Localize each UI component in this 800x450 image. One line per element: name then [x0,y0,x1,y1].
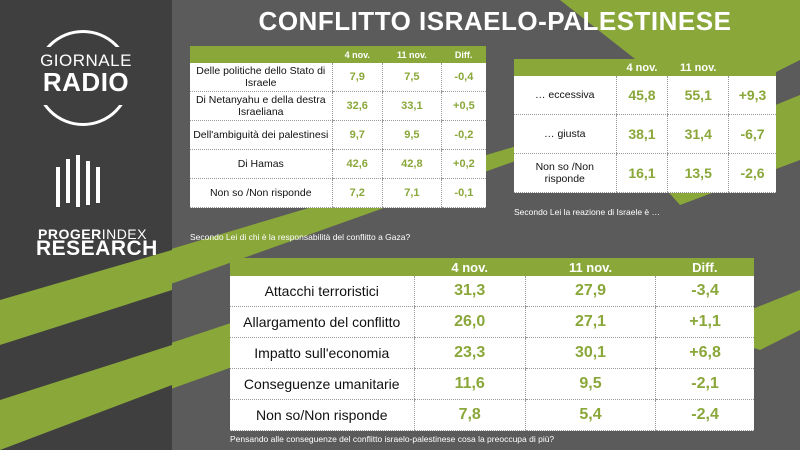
row-value-b: 42,8 [381,149,442,179]
t3-header-b: 11 nov. [525,258,656,276]
row-value-d: +6,8 [655,337,754,369]
row-label: Conseguenze umanitarie [230,368,414,400]
row-value-a: 7,8 [413,399,526,431]
t1-header-d: Diff. [441,46,486,63]
row-label: … giusta [514,114,616,154]
row-value-d: -2,4 [655,399,754,431]
logo-text-backdrop [20,47,140,105]
row-value-a: 26,0 [413,306,526,338]
t1-header-label [190,46,332,63]
t1-question-note: Secondo Lei di chi è la responsabilità d… [190,232,411,242]
row-value-a: 45,8 [615,76,668,115]
row-label: Dell'ambiguità dei palestinesi [190,120,332,150]
t3-question-note: Pensando alle conseguenze del conflitto … [230,434,555,444]
row-label: Attacchi terroristici [230,276,414,307]
row-value-a: 42,6 [331,149,383,179]
t1-header-a: 4 nov. [332,46,383,63]
table-row: Non so /Non risponde 7,2 7,1 -0,1 [190,178,486,208]
table-row: Di Netanyahu e della destra Israeliana 32… [190,91,486,121]
row-value-a: 23,3 [413,337,526,369]
row-value-b: 9,5 [524,368,656,400]
row-value-b: 55,1 [667,76,729,115]
row-value-b: 5,4 [524,399,656,431]
row-value-a: 7,2 [331,178,383,208]
row-value-d: +1,1 [655,306,754,338]
table-row: Non so /Non risponde 16,1 13,5 -2,6 [514,153,776,193]
row-value-d: -6,7 [728,114,776,154]
table-row: Di Hamas 42,6 42,8 +0,2 [190,149,486,179]
row-value-d: -3,4 [655,276,754,307]
row-value-b: 27,1 [524,306,656,338]
row-value-a: 32,6 [331,91,383,121]
row-value-b: 33,1 [381,91,442,121]
row-label: Non so /Non risponde [190,178,332,208]
brand-proger-index: PROGERINDEX [38,226,147,242]
row-label: Di Netanyahu e della destra Israeliana [190,91,332,121]
t2-header-label [514,59,616,76]
table-row: Dell'ambiguità dei palestinesi 9,7 9,5 -0,2 [190,120,486,150]
row-value-a: 16,1 [615,153,668,193]
row-value-a: 7,9 [331,63,383,92]
table-row: Allargamento del conflitto 26,0 27,1 +1,1 [230,306,754,338]
row-value-d: +0,2 [440,149,486,179]
t2-header-d [728,59,776,76]
row-value-a: 31,3 [413,276,526,307]
t2-header-b: 11 nov. [667,59,729,76]
row-value-b: 7,5 [381,63,442,92]
row-label: Delle politiche dello Stato di Israele [190,63,332,92]
row-value-d: -2,6 [728,153,776,193]
row-value-d: +0,5 [440,91,486,121]
responsibility-table: 4 nov. 11 nov. Diff. Delle politiche del… [190,46,486,208]
row-value-d: -0,1 [440,178,486,208]
page-title: CONFLITTO ISRAELO-PALESTINESE [258,6,732,36]
t1-header-b: 11 nov. [382,46,442,63]
row-value-a: 11,6 [413,368,526,400]
row-value-b: 27,9 [524,276,656,307]
row-label: Non so /Non risponde [514,153,616,193]
row-value-d: -0,4 [440,63,486,92]
row-value-d: +9,3 [728,76,776,115]
row-label: Impatto sull'economia [230,337,414,369]
proger-barcode-icon [56,155,106,207]
row-value-b: 9,5 [381,120,442,150]
table-row: … eccessiva 45,8 55,1 +9,3 [514,76,776,115]
t2-question-note: Secondo Lei la reazione di Israele è … [514,207,661,217]
table-row: … giusta 38,1 31,4 -6,7 [514,114,776,154]
t3-header-d: Diff. [655,258,754,276]
row-label: … eccessiva [514,76,616,115]
t2-header-a: 4 nov. [616,59,668,76]
logo-line-giornale: GIORNALE [40,51,132,70]
brand-research: RESEARCH [36,237,158,260]
row-value-d: -0,2 [440,120,486,150]
t3-header-a: 4 nov. [414,258,526,276]
concerns-table: 4 nov. 11 nov. Diff. Attacchi terroristi… [230,258,754,431]
row-value-b: 7,1 [381,178,442,208]
row-value-b: 31,4 [667,114,729,154]
table-row: Impatto sull'economia 23,3 30,1 +6,8 [230,337,754,369]
table-row: Non so/Non risponde 7,8 5,4 -2,4 [230,399,754,431]
row-label: Non so/Non risponde [230,399,414,431]
row-label: Allargamento del conflitto [230,306,414,338]
table-row: Conseguenze umanitarie 11,6 9,5 -2,1 [230,368,754,400]
row-value-a: 38,1 [615,114,668,154]
row-value-b: 13,5 [667,153,729,193]
t3-header-label [230,258,414,276]
row-label: Di Hamas [190,149,332,179]
israel-reaction-table: 4 nov. 11 nov. … eccessiva 45,8 55,1 +9,3… … [514,59,776,193]
row-value-b: 30,1 [524,337,656,369]
table-row: Delle politiche dello Stato di Israele 7,… [190,63,486,92]
logo-line-radio: RADIO [42,67,130,97]
table-row: Attacchi terroristici 31,3 27,9 -3,4 [230,276,754,307]
row-value-d: -2,1 [655,368,754,400]
row-value-a: 9,7 [331,120,383,150]
